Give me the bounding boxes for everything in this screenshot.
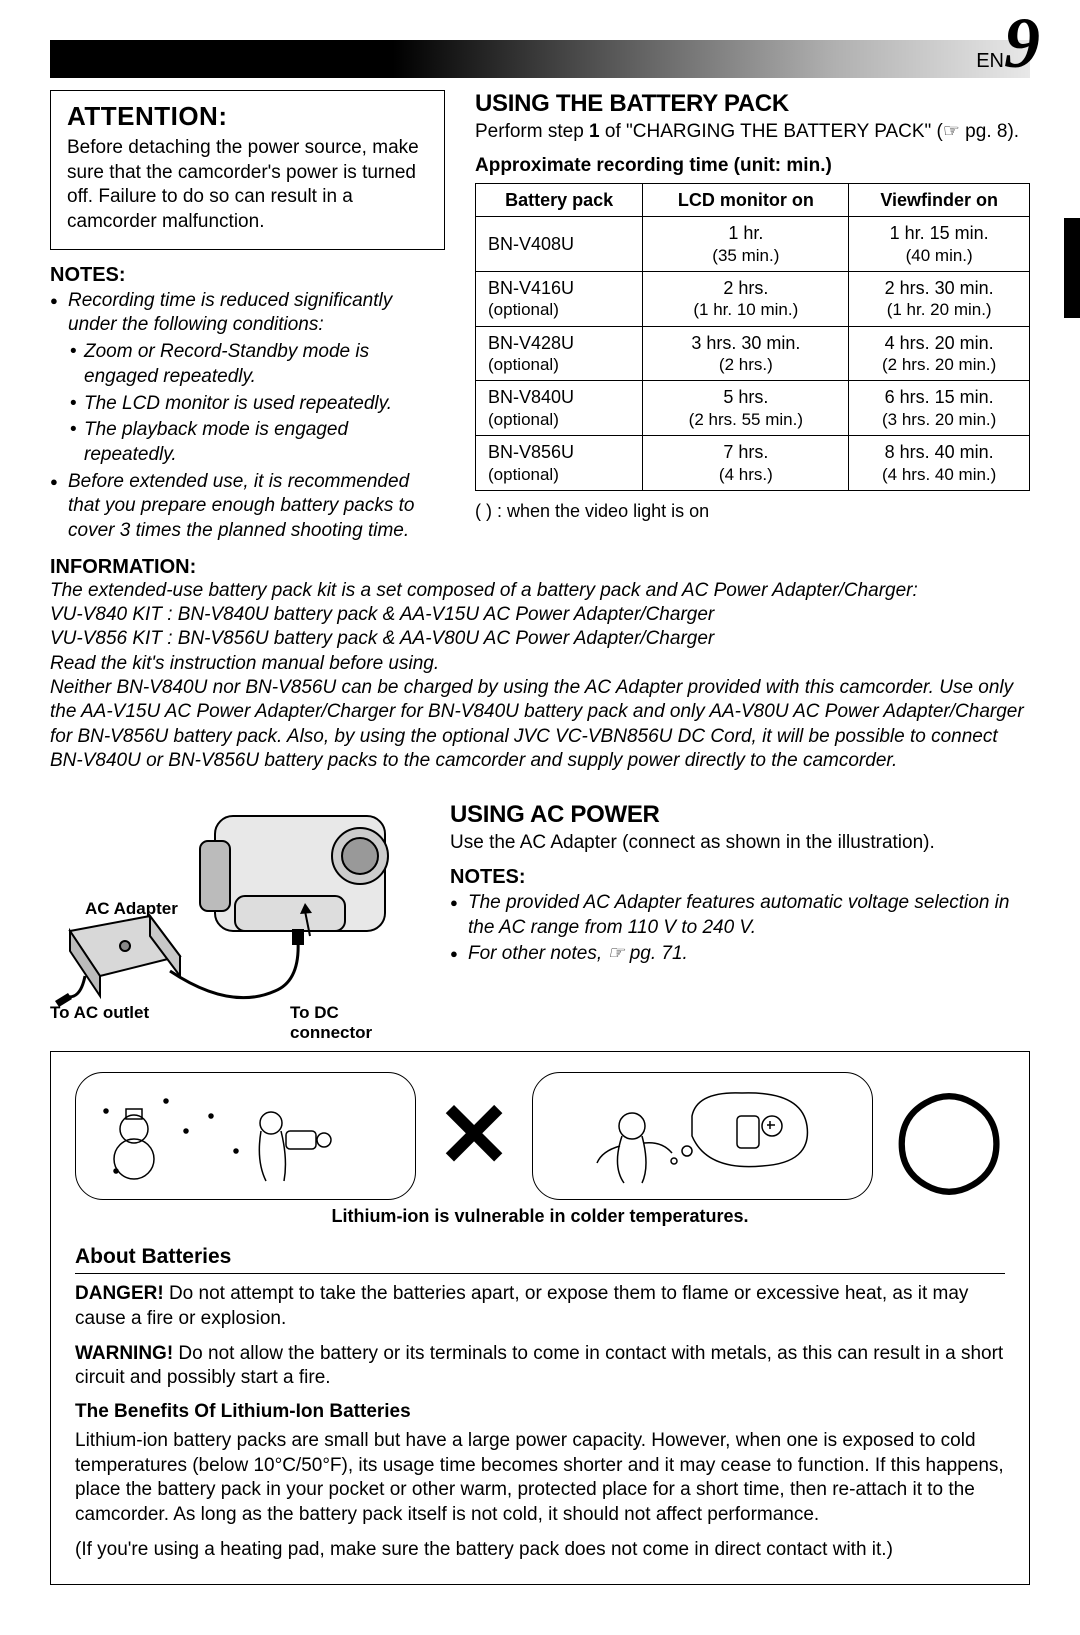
warning-para: WARNING! Do not allow the battery or its… — [75, 1342, 1005, 1391]
warm-panel — [532, 1072, 873, 1200]
cell-vf: 6 hrs. 15 min.(3 hrs. 20 min.) — [849, 381, 1030, 436]
table-header: LCD monitor on — [643, 183, 849, 217]
table-caption: ( ) : when the video light is on — [475, 501, 1030, 522]
notes-item: Recording time is reduced significantly … — [50, 289, 445, 468]
notes-subitem: Zoom or Record-Standby mode is engaged r… — [68, 340, 445, 389]
table-row: BN-V840U(optional)5 hrs.(2 hrs. 55 min.)… — [476, 381, 1030, 436]
benefits-body: Lithium-ion battery packs are small but … — [75, 1429, 1005, 1528]
subtitle-pre: Perform step — [475, 121, 589, 142]
danger-para: DANGER! Do not attempt to take the batte… — [75, 1282, 1005, 1331]
manual-page: EN9 ATTENTION: Before detaching the powe… — [0, 0, 1080, 1635]
table-row: BN-V408U1 hr.(35 min.)1 hr. 15 min.(40 m… — [476, 217, 1030, 272]
cell-lcd: 3 hrs. 30 min.(2 hrs.) — [643, 326, 849, 381]
danger-label: DANGER! — [75, 1283, 164, 1304]
o-mark-icon: ◯ — [893, 1086, 1005, 1186]
notes-subitem: The LCD monitor is used repeatedly. — [68, 392, 445, 417]
label-ac-adapter: AC Adapter — [85, 899, 178, 919]
side-tab — [1064, 218, 1080, 318]
ac-notes-title: NOTES: — [450, 866, 1030, 889]
warm-scene-icon — [542, 1081, 862, 1191]
warning-label: WARNING! — [75, 1343, 173, 1364]
attention-body: Before detaching the power source, make … — [67, 136, 428, 235]
cell-lcd: 2 hrs.(1 hr. 10 min.) — [643, 271, 849, 326]
benefits-note: (If you're using a heating pad, make sur… — [75, 1538, 1005, 1563]
cell-model: BN-V416U(optional) — [476, 271, 643, 326]
cell-vf: 4 hrs. 20 min.(2 hrs. 20 min.) — [849, 326, 1030, 381]
battery-table: Battery pack LCD monitor on Viewfinder o… — [475, 183, 1030, 491]
about-batteries-box: ✕ ◯ — [50, 1051, 1030, 1585]
warning-text: Do not allow the battery or its terminal… — [75, 1343, 1003, 1389]
attention-box: ATTENTION: Before detaching the power so… — [50, 90, 445, 250]
subtitle-post: of "CHARGING THE BATTERY PACK" (☞ pg. 8)… — [600, 121, 1019, 142]
section-sub: Perform step 1 of "CHARGING THE BATTERY … — [475, 120, 1030, 145]
cell-vf: 1 hr. 15 min.(40 min.) — [849, 217, 1030, 272]
approx-title: Approximate recording time (unit: min.) — [475, 155, 1030, 177]
benefits-title: The Benefits Of Lithium-Ion Batteries — [75, 1401, 1005, 1423]
lang-prefix: EN — [976, 50, 1004, 73]
table-row: BN-V856U(optional)7 hrs.(4 hrs.)8 hrs. 4… — [476, 436, 1030, 491]
ac-notes-item: For other notes, ☞ pg. 71. — [450, 942, 1030, 967]
section-title-ac: USING AC POWER — [450, 801, 1030, 829]
cell-vf: 2 hrs. 30 min.(1 hr. 20 min.) — [849, 271, 1030, 326]
notes-list: Recording time is reduced significantly … — [50, 289, 445, 544]
table-row: BN-V428U(optional)3 hrs. 30 min.(2 hrs.)… — [476, 326, 1030, 381]
cell-lcd: 1 hr.(35 min.) — [643, 217, 849, 272]
danger-text: Do not attempt to take the batteries apa… — [75, 1283, 968, 1329]
notes-title: NOTES: — [50, 264, 445, 287]
notes-item: Before extended use, it is recommended t… — [50, 470, 445, 544]
page-num-digit: 9 — [1004, 18, 1040, 68]
about-batteries-title: About Batteries — [75, 1245, 1005, 1269]
cell-lcd: 5 hrs.(2 hrs. 55 min.) — [643, 381, 849, 436]
cold-panel — [75, 1072, 416, 1200]
notes-sublist: Zoom or Record-Standby mode is engaged r… — [68, 340, 445, 467]
page-number: EN9 — [976, 18, 1040, 73]
x-mark-icon: ✕ — [436, 1091, 511, 1181]
cell-model: BN-V840U(optional) — [476, 381, 643, 436]
divider — [75, 1273, 1005, 1274]
table-header: Battery pack — [476, 183, 643, 217]
cell-lcd: 7 hrs.(4 hrs.) — [643, 436, 849, 491]
cell-model: BN-V856U(optional) — [476, 436, 643, 491]
temp-caption: Lithium-ion is vulnerable in colder temp… — [75, 1206, 1005, 1227]
attention-title: ATTENTION: — [67, 101, 428, 132]
notes-subitem: The playback mode is engaged repeatedly. — [68, 418, 445, 467]
table-header: Viewfinder on — [849, 183, 1030, 217]
header-gradient-bar: EN9 — [50, 40, 1030, 78]
cell-model: BN-V428U(optional) — [476, 326, 643, 381]
ac-notes-list: The provided AC Adapter features automat… — [450, 891, 1030, 967]
cell-vf: 8 hrs. 40 min.(4 hrs. 40 min.) — [849, 436, 1030, 491]
ac-illustration: AC Adapter To AC outlet To DC connector — [50, 801, 420, 1021]
label-dc-connector: To DC connector — [290, 1003, 420, 1043]
subtitle-step: 1 — [589, 121, 600, 142]
cell-model: BN-V408U — [476, 217, 643, 272]
ac-sub: Use the AC Adapter (connect as shown in … — [450, 831, 1030, 856]
ac-notes-item: The provided AC Adapter features automat… — [450, 891, 1030, 940]
information-body: The extended-use battery pack kit is a s… — [50, 579, 1030, 774]
label-ac-outlet: To AC outlet — [50, 1003, 149, 1023]
notes-item-text: Recording time is reduced significantly … — [68, 290, 392, 336]
table-row: BN-V416U(optional)2 hrs.(1 hr. 10 min.)2… — [476, 271, 1030, 326]
section-title-battery: USING THE BATTERY PACK — [475, 90, 1030, 118]
information-title: INFORMATION: — [50, 556, 1030, 579]
snowman-scene-icon — [86, 1081, 406, 1191]
